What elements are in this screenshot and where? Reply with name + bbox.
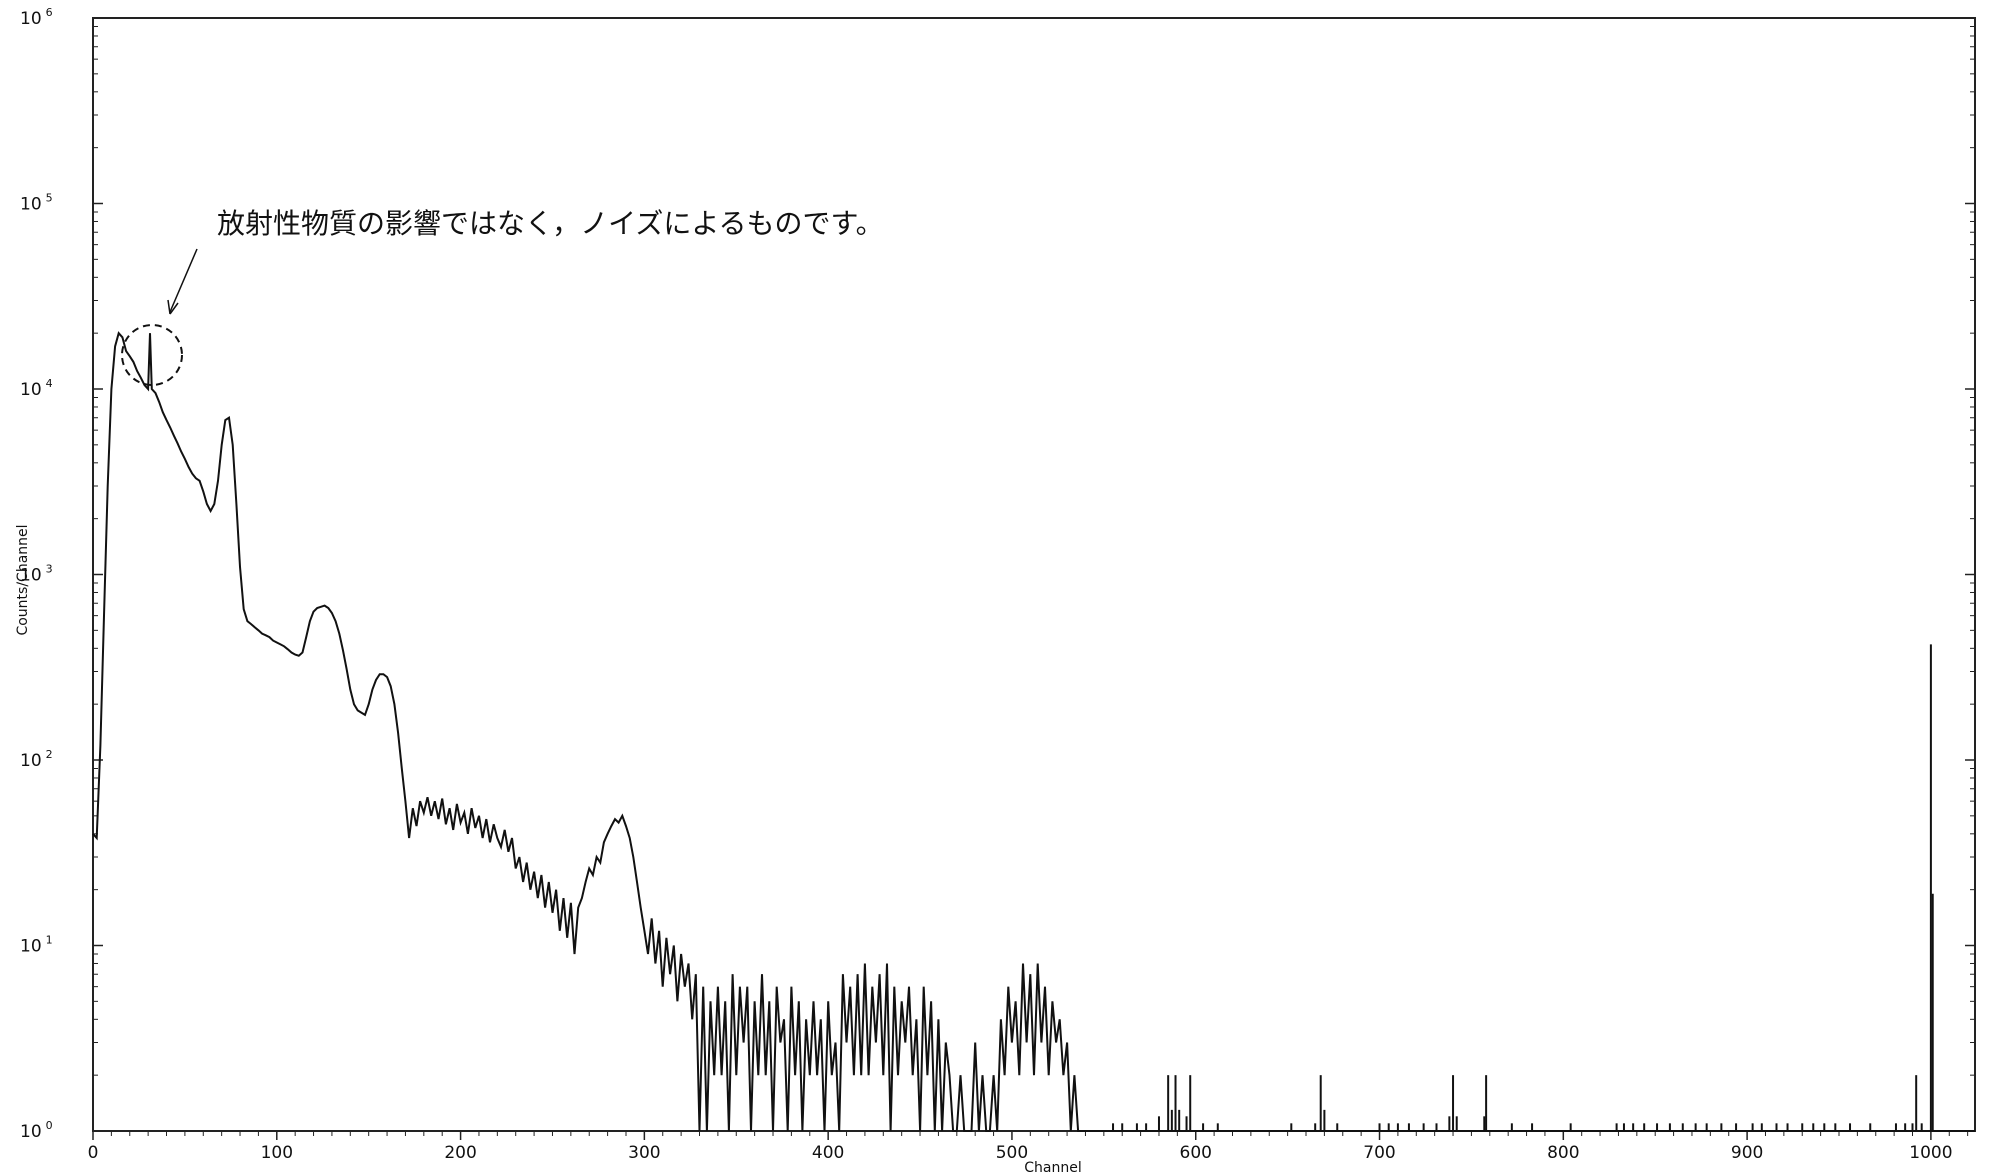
x-axis-ticks: 0 100 200 300 400 500 600 700 800 900 1000 — [88, 1131, 1969, 1163]
y-tick-label-exponent: 3 — [46, 563, 53, 576]
x-tick-label: 500 — [996, 1143, 1028, 1163]
y-tick-label-exponent: 2 — [46, 748, 53, 761]
y-tick-label: 10 1 — [20, 934, 53, 957]
y-tick-label: 10 3 — [20, 563, 53, 586]
x-tick-label: 400 — [812, 1143, 844, 1163]
y-tick-label-base: 10 — [20, 195, 42, 215]
x-tick-label: 1000 — [1909, 1143, 1952, 1163]
x-axis-title: Channel — [1024, 1160, 1081, 1176]
spectrum-spikes — [1112, 644, 1934, 1131]
x-tick-label: 300 — [628, 1143, 660, 1163]
x-tick-label: 100 — [261, 1143, 293, 1163]
y-tick-label-base: 10 — [20, 937, 42, 957]
y-tick-label: 10 0 — [20, 1119, 53, 1142]
y-tick-label-base: 10 — [20, 9, 42, 29]
y-tick-label: 10 5 — [20, 192, 53, 215]
x-tick-label: 900 — [1731, 1143, 1763, 1163]
y-tick-label-base: 10 — [20, 566, 42, 586]
y-tick-label: 10 4 — [20, 377, 53, 400]
y-tick-label-exponent: 5 — [46, 192, 53, 205]
x-tick-label: 600 — [1180, 1143, 1212, 1163]
annotation-highlight-circle — [121, 324, 183, 386]
y-tick-label-exponent: 0 — [46, 1119, 53, 1132]
annotation-arrow-line — [169, 248, 198, 313]
x-tick-label: 0 — [88, 1143, 99, 1163]
x-tick-label: 800 — [1547, 1143, 1579, 1163]
spectrum-series-line — [92, 331, 1975, 1132]
y-tick-label-exponent: 6 — [46, 6, 53, 19]
x-tick-label: 200 — [444, 1143, 476, 1163]
y-axis-title: Counts/Channel — [15, 524, 31, 635]
y-tick-label-base: 10 — [20, 751, 42, 771]
annotation-background — [205, 196, 920, 244]
y-axis-ticks: 10 0 10 1 10 2 10 3 10 4 10 5 10 6 — [20, 6, 1975, 1142]
y-tick-label: 10 6 — [20, 6, 53, 29]
y-tick-label-base: 10 — [20, 380, 42, 400]
annotation-text: 放射性物質の影響ではなく，ノイズによるものです。 — [217, 207, 884, 240]
y-tick-label-exponent: 1 — [46, 934, 53, 947]
noise-annotation: 放射性物質の影響ではなく，ノイズによるものです。 — [121, 196, 920, 386]
y-tick-label-exponent: 4 — [46, 377, 53, 390]
y-tick-label-base: 10 — [20, 1122, 42, 1142]
y-tick-label: 10 2 — [20, 748, 53, 771]
x-tick-label: 700 — [1363, 1143, 1395, 1163]
annotation-arrowhead — [167, 299, 179, 315]
